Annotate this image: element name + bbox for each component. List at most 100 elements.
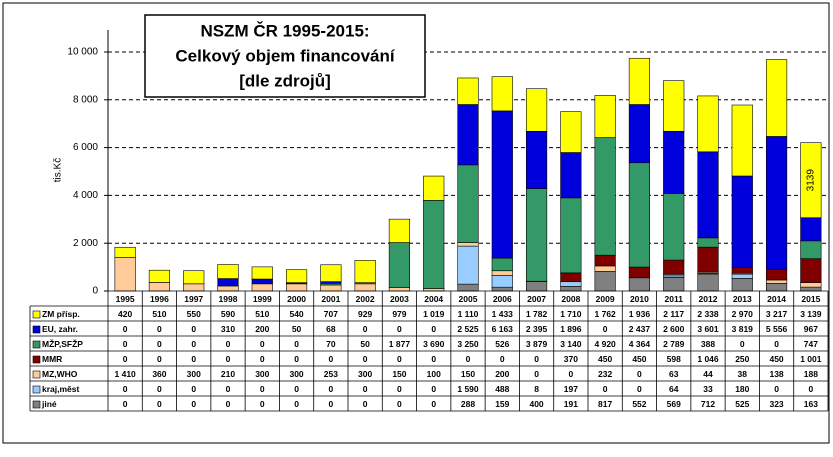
table-cell: 0 — [637, 369, 642, 379]
bar-segment — [457, 283, 479, 292]
table-cell: 0 — [294, 354, 299, 364]
bar-segment — [765, 282, 788, 292]
x-tick-label: 1995 — [116, 294, 135, 304]
x-tick-label: 2000 — [287, 294, 306, 304]
x-tick-label: 2002 — [356, 294, 375, 304]
bar-segment — [251, 266, 273, 280]
legend-swatch — [32, 340, 41, 349]
table-cell: 0 — [431, 399, 436, 409]
table-cell: 64 — [669, 384, 679, 394]
table-cell: 188 — [804, 369, 818, 379]
y-tick-label: 10 000 — [67, 47, 98, 58]
legend-swatch — [32, 400, 41, 409]
table-cell: 0 — [363, 399, 368, 409]
table-cell: 550 — [187, 309, 201, 319]
bar-segment — [594, 95, 616, 138]
bar-segment — [251, 283, 273, 292]
table-cell: 370 — [564, 354, 578, 364]
table-cell: 2 395 — [526, 324, 548, 334]
table-cell: 0 — [328, 399, 333, 409]
table-cell: 510 — [255, 309, 269, 319]
bar-segment — [765, 279, 788, 284]
bar-segment — [697, 273, 719, 292]
y-tick-label: 8 000 — [73, 94, 98, 105]
y-tick-label: 4 000 — [73, 190, 98, 201]
table-cell: 0 — [500, 354, 505, 364]
bar-segment — [663, 80, 685, 132]
table-cell: 300 — [289, 369, 303, 379]
bar-segment — [731, 273, 753, 279]
x-tick-label: 2009 — [596, 294, 615, 304]
bar-segment — [148, 282, 171, 292]
table-cell: 0 — [260, 339, 265, 349]
table-cell: 0 — [431, 384, 436, 394]
table-cell: 450 — [598, 354, 612, 364]
bar-segment — [285, 283, 308, 292]
bar-segment — [114, 246, 136, 258]
table-cell: 0 — [466, 354, 471, 364]
table-cell: 929 — [358, 309, 372, 319]
table-cell: 159 — [495, 399, 509, 409]
bar-segment — [457, 164, 479, 243]
bar-segment — [491, 110, 513, 259]
bar-segment — [594, 254, 616, 267]
table-cell: 0 — [226, 354, 231, 364]
table-cell: 747 — [804, 339, 818, 349]
table-cell: 0 — [431, 354, 436, 364]
table-cell: 0 — [157, 399, 162, 409]
table-cell: 1 001 — [800, 354, 822, 364]
table-cell: 0 — [191, 339, 196, 349]
legend-label: MZ,WHO — [42, 369, 78, 379]
table-cell: 1 110 — [458, 309, 479, 319]
table-cell: 0 — [568, 369, 573, 379]
table-cell: 488 — [495, 384, 509, 394]
table-cell: 2 338 — [697, 309, 719, 319]
table-cell: 1 710 — [560, 309, 582, 319]
table-cell: 1 046 — [697, 354, 719, 364]
bar-segment — [594, 265, 616, 272]
table-cell: 0 — [226, 384, 231, 394]
table-cell: 0 — [740, 339, 745, 349]
table-cell: 540 — [289, 309, 303, 319]
x-tick-label: 2004 — [424, 294, 443, 304]
table-cell: 3 879 — [526, 339, 548, 349]
bar-segment — [800, 142, 822, 219]
bar-segment — [525, 281, 548, 292]
bar-segment — [114, 257, 136, 292]
table-cell: 1 762 — [595, 309, 617, 319]
bar-segment — [457, 104, 479, 166]
x-tick-label: 2003 — [390, 294, 409, 304]
legend-swatch — [32, 370, 41, 379]
table-cell: 0 — [397, 399, 402, 409]
table-cell: 450 — [632, 354, 646, 364]
bar-segment — [217, 264, 239, 279]
table-cell: 0 — [123, 399, 128, 409]
bar-segment — [628, 162, 651, 268]
bar-segment — [457, 245, 479, 285]
x-tick-label: 2011 — [664, 294, 683, 304]
table-cell: 450 — [769, 354, 783, 364]
bar-segment — [491, 257, 513, 272]
bar-segment — [354, 283, 376, 292]
legend-swatch — [32, 385, 41, 394]
table-cell: 180 — [735, 384, 749, 394]
table-cell: 0 — [260, 399, 265, 409]
bar-segment — [388, 218, 411, 243]
bar-segment — [491, 286, 513, 292]
x-tick-label: 1998 — [219, 294, 238, 304]
x-tick-label: 2008 — [561, 294, 580, 304]
table-cell: 197 — [564, 384, 578, 394]
table-cell: 590 — [221, 309, 235, 319]
bar-segment — [697, 246, 719, 273]
bar-segment — [628, 57, 651, 105]
table-cell: 0 — [294, 339, 299, 349]
bar-segment — [320, 264, 342, 282]
table-cell: 1 896 — [560, 324, 582, 334]
table-cell: 1 590 — [457, 384, 479, 394]
bar-segment — [800, 258, 822, 283]
table-cell: 0 — [260, 354, 265, 364]
x-tick-label: 2001 — [321, 294, 340, 304]
table-cell: 0 — [363, 354, 368, 364]
x-tick-label: 2014 — [767, 294, 786, 304]
table-cell: 150 — [461, 369, 475, 379]
